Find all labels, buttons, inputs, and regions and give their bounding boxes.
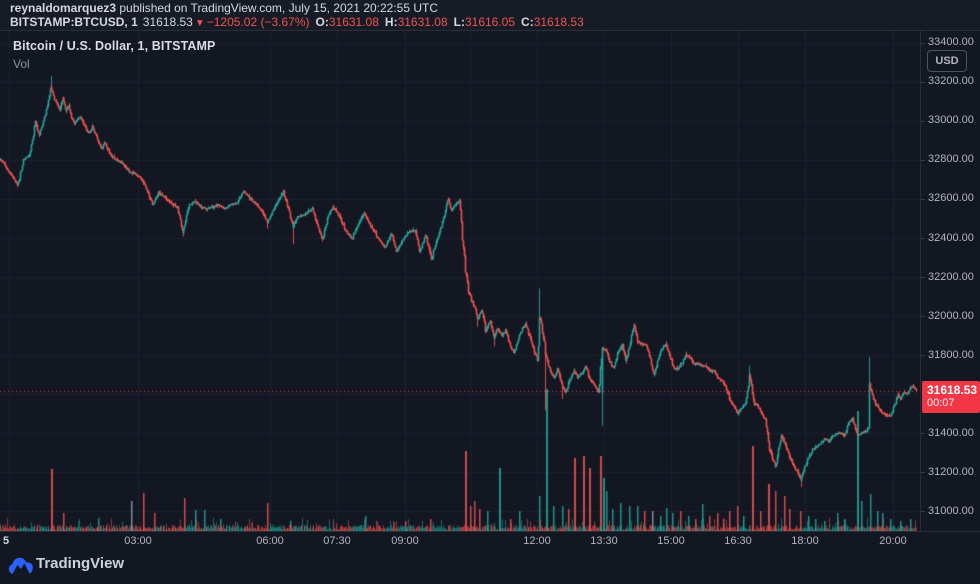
chart-frame: Bitcoin / U.S. Dollar, 1, BITSTAMP Vol U… bbox=[0, 30, 980, 549]
price-axis-label: 33000.00 bbox=[928, 114, 974, 127]
price-axis-tick bbox=[921, 159, 925, 161]
price-axis-tick bbox=[921, 277, 925, 279]
currency-toggle-button[interactable]: USD bbox=[927, 50, 967, 72]
time-axis-label: 06:00 bbox=[256, 535, 284, 547]
tradingview-logo-icon[interactable] bbox=[8, 555, 34, 576]
legend-volume-indicator[interactable]: Vol bbox=[13, 57, 30, 71]
time-axis-label: 16:30 bbox=[724, 535, 752, 547]
price-axis-tick bbox=[921, 42, 925, 44]
symbol-interval: BITSTAMP:BTCUSD, 1 bbox=[10, 15, 138, 29]
close-value: 31618.53 bbox=[533, 15, 584, 29]
price-axis-label: 32600.00 bbox=[928, 192, 974, 205]
price-axis-tick bbox=[921, 511, 925, 513]
time-axis-label: 09:00 bbox=[391, 535, 419, 547]
time-axis-label: 18:00 bbox=[791, 535, 819, 547]
price-axis-label: 33400.00 bbox=[928, 36, 974, 49]
time-axis-label: 07:30 bbox=[323, 535, 351, 547]
chart-legend: Bitcoin / U.S. Dollar, 1, BITSTAMP Vol bbox=[13, 39, 216, 71]
high-label: H: bbox=[384, 15, 398, 29]
high-value: 31631.08 bbox=[397, 15, 448, 29]
open-label: O: bbox=[315, 15, 329, 29]
username: reynaldomarquez3 bbox=[10, 1, 117, 15]
low-label: L: bbox=[453, 15, 465, 29]
time-axis-label: 5 bbox=[3, 535, 10, 547]
price-chart-canvas[interactable] bbox=[0, 31, 920, 531]
price-axis-tick bbox=[921, 316, 925, 318]
price-axis-tick bbox=[921, 198, 925, 200]
publish-byline: reynaldomarquez3 published on TradingVie… bbox=[10, 1, 438, 15]
open-value: 31631.08 bbox=[328, 15, 379, 29]
time-axis-label: 20:00 bbox=[879, 535, 907, 547]
last-price: 31618.53 bbox=[142, 15, 193, 29]
publish-info: published on TradingView.com, July 15, 2… bbox=[116, 1, 439, 15]
price-axis-tick bbox=[921, 81, 925, 83]
footer: TradingView bbox=[0, 549, 980, 584]
close-label: C: bbox=[521, 15, 534, 29]
price-axis-tick bbox=[921, 120, 925, 122]
price-axis-label: 32400.00 bbox=[928, 231, 974, 244]
tradingview-logo-text[interactable]: TradingView bbox=[36, 555, 125, 572]
price-axis-label: 31800.00 bbox=[928, 348, 974, 361]
price-axis-label: 32200.00 bbox=[928, 270, 974, 283]
snapshot-header: reynaldomarquez3 published on TradingVie… bbox=[0, 0, 980, 30]
price-axis-label: 32800.00 bbox=[928, 153, 974, 166]
time-axis-label: 03:00 bbox=[124, 535, 152, 547]
time-axis-label: 15:00 bbox=[657, 535, 685, 547]
price-axis-tick bbox=[921, 238, 925, 240]
badge-countdown: 00:07 bbox=[927, 396, 955, 409]
legend-symbol-title[interactable]: Bitcoin / U.S. Dollar, 1, BITSTAMP bbox=[13, 39, 216, 53]
price-axis-label: 32000.00 bbox=[928, 309, 974, 322]
price-axis-label: 31000.00 bbox=[928, 504, 974, 517]
price-axis-tick bbox=[921, 433, 925, 435]
price-axis-label: 31400.00 bbox=[928, 426, 974, 439]
price-axis-tick bbox=[921, 472, 925, 474]
price-axis-label: 33200.00 bbox=[928, 75, 974, 88]
time-axis-label: 12:00 bbox=[523, 535, 551, 547]
price-axis-label: 31200.00 bbox=[928, 465, 974, 478]
last-price-badge: 31618.53 00:07 bbox=[922, 380, 980, 413]
low-value: 31616.05 bbox=[464, 15, 516, 29]
price-axis[interactable]: USD 31618.53 00:07 33400.00 33200.00 33000… bbox=[920, 31, 980, 531]
time-axis-label: 13:30 bbox=[590, 535, 618, 547]
price-change: −1205.02 (−3.67%) bbox=[206, 15, 310, 29]
quote-line: BITSTAMP:BTCUSD, 1 31618.53 ▼ −1205.02 (−3.… bbox=[10, 15, 584, 31]
badge-price: 31618.53 bbox=[927, 382, 978, 397]
down-arrow-icon: ▼ bbox=[194, 18, 205, 29]
price-axis-tick bbox=[921, 355, 925, 357]
time-axis[interactable]: 5 03:00 06:00 07:30 09:00 12:00 13:30 15:00 16:3… bbox=[0, 531, 980, 549]
